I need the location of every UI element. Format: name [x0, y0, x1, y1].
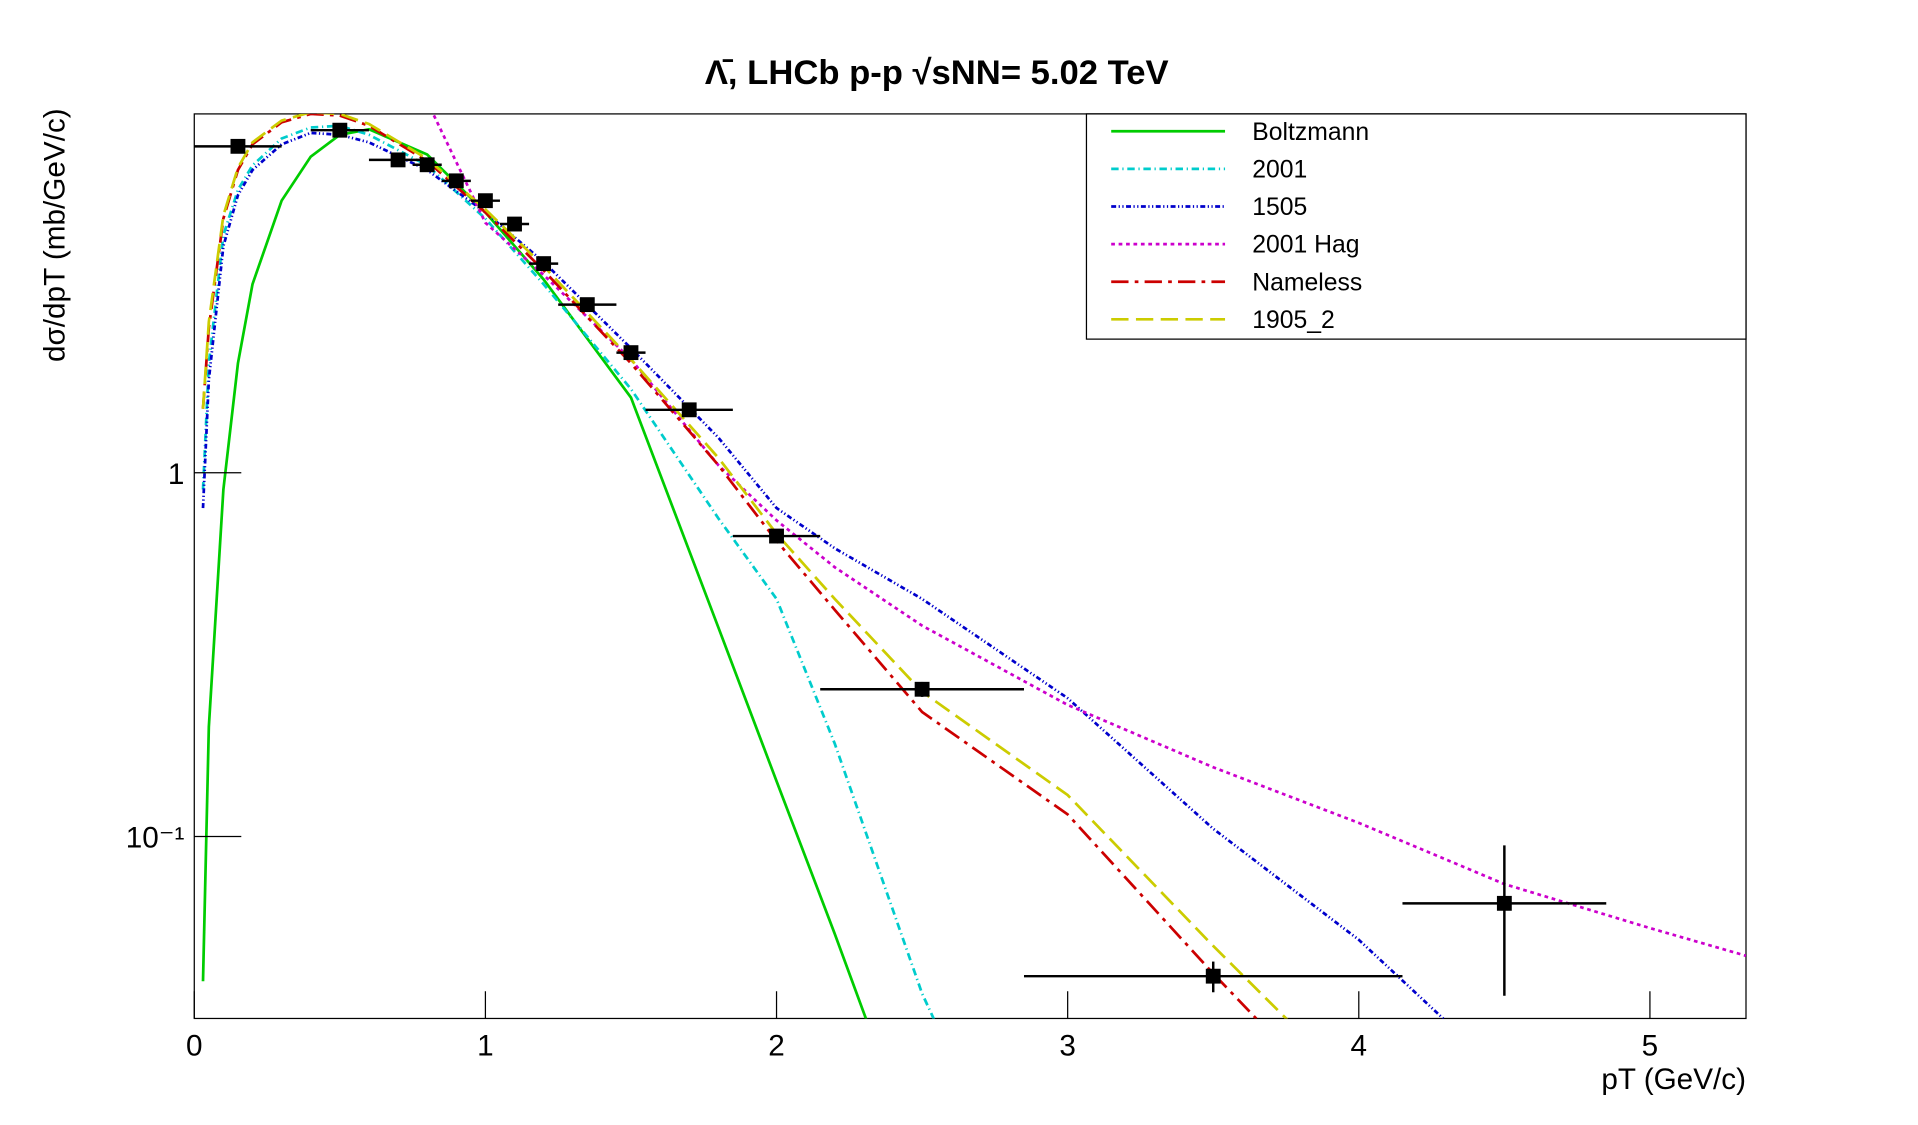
x-tick-label: 2: [768, 1030, 785, 1063]
x-tick-label: 4: [1351, 1030, 1368, 1063]
y-tick-label: 10⁻¹: [126, 822, 185, 855]
y-axis-label: dσ/dpT (mb/GeV/c): [38, 108, 71, 362]
data-point: [332, 122, 348, 138]
x-tick-label: 0: [186, 1030, 203, 1063]
series-line: [201, 124, 936, 1019]
legend-label: 2001 Hag: [1252, 232, 1359, 259]
x-tick-label: 3: [1059, 1030, 1076, 1063]
data-point: [448, 173, 464, 189]
legend-label: 1505: [1252, 194, 1307, 221]
data-point: [477, 193, 493, 209]
data-point: [230, 138, 246, 154]
data-point: [681, 402, 697, 418]
series-line: [201, 127, 868, 1019]
y-tick-label: 1: [168, 458, 185, 491]
chart-title: Λ̄, LHCb p-p √sNN= 5.02 TeV: [705, 54, 1169, 92]
series-line: [431, 113, 1746, 958]
data-point: [579, 297, 595, 313]
legend-box: [1085, 113, 1747, 340]
legend-label: 1905_2: [1252, 307, 1335, 334]
legend-label: Nameless: [1252, 269, 1362, 296]
x-tick-label: 1: [477, 1030, 494, 1063]
legend-label: Boltzmann: [1252, 119, 1369, 146]
data-point: [536, 256, 552, 272]
legend-label: 2001: [1252, 157, 1307, 184]
data-point: [1205, 968, 1221, 984]
plot-frame: [193, 113, 1747, 1020]
data-point: [390, 152, 406, 168]
x-tick-label: 5: [1642, 1030, 1659, 1063]
x-axis-label: pT (GeV/c): [1601, 1063, 1746, 1096]
data-point: [914, 681, 930, 697]
data-point: [623, 345, 639, 361]
data-point: [507, 216, 522, 232]
data-point: [769, 528, 784, 544]
plot-area: [194, 113, 1746, 1019]
data-point: [1496, 895, 1512, 911]
data-point: [419, 157, 435, 173]
